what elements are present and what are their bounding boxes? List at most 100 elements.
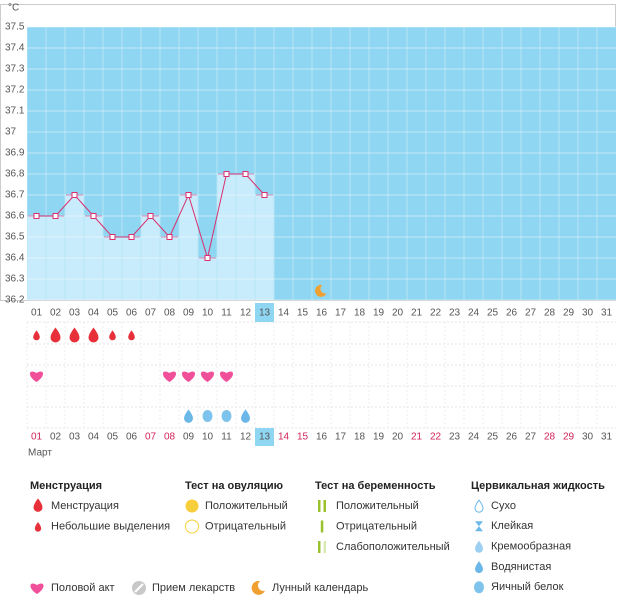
intercourse-mark: [181, 371, 196, 382]
x-tick-label: 31: [601, 308, 613, 319]
date-label: 09: [183, 432, 195, 443]
x-tick-label: 05: [107, 308, 119, 319]
y-tick-label: 36.4: [5, 253, 25, 264]
unit-label: °C: [8, 3, 19, 14]
temperature-bar: [84, 216, 103, 300]
legend-label: Сухо: [491, 500, 516, 512]
date-label: 17: [335, 432, 347, 443]
date-label: 24: [468, 432, 480, 443]
date-label: 08: [164, 432, 176, 443]
x-tick-label: 06: [126, 308, 138, 319]
legend-label: Менструация: [51, 500, 119, 512]
temperature-point: [223, 171, 230, 177]
legend-icon: [134, 583, 144, 593]
y-tick-label: 36.8: [5, 169, 25, 180]
legend-icon: [475, 521, 483, 532]
x-tick-label: 25: [487, 308, 499, 319]
temperature-bar: [103, 237, 122, 300]
temperature-bar: [160, 237, 179, 300]
cervical-mark: [184, 409, 193, 423]
x-tick-label: 24: [468, 308, 480, 319]
legend-icon: [323, 541, 326, 553]
date-label: 13: [259, 432, 271, 443]
date-label: 18: [354, 432, 366, 443]
menstruation-mark: [128, 330, 135, 341]
date-label: 27: [525, 432, 537, 443]
temperature-bar: [255, 195, 274, 300]
legend-icon: [30, 583, 44, 594]
date-label: 21: [411, 432, 423, 443]
temperature-bar: [179, 195, 198, 300]
temperature-point: [90, 213, 97, 219]
legend-icon: [251, 580, 265, 595]
temperature-point: [166, 234, 173, 240]
temperature-point: [204, 255, 211, 261]
month-label: Март: [28, 448, 52, 459]
temperature-bar: [65, 195, 84, 300]
y-tick-label: 37.4: [5, 43, 25, 54]
temperature-point: [261, 192, 268, 198]
y-tick-label: 37.5: [5, 22, 25, 33]
y-tick-label: 37.1: [5, 106, 25, 117]
x-tick-label: 16: [316, 308, 328, 319]
x-tick-label: 01: [31, 308, 43, 319]
date-label: 15: [297, 432, 309, 443]
x-tick-label: 14: [278, 308, 290, 319]
date-label: 07: [145, 432, 157, 443]
y-tick-label: 37: [5, 127, 17, 138]
x-tick-label: 10: [202, 308, 214, 319]
legend-title: Тест на беременность: [315, 480, 436, 492]
date-label: 12: [240, 432, 252, 443]
temperature-bar: [27, 216, 46, 300]
legend-icon: [475, 540, 483, 553]
temperature-point: [52, 213, 59, 219]
x-tick-label: 26: [506, 308, 518, 319]
y-tick-label: 36.9: [5, 148, 25, 159]
x-tick-label: 29: [563, 308, 575, 319]
y-tick-label: 37.2: [5, 85, 25, 96]
x-tick-label: 09: [183, 308, 195, 319]
x-tick-label: 15: [297, 308, 309, 319]
legend-title: Менструация: [30, 480, 102, 492]
x-tick-label: 08: [164, 308, 176, 319]
temperature-point: [242, 171, 249, 177]
legend-icon: [34, 522, 42, 532]
temperature-bar: [236, 174, 255, 300]
temperature-point: [128, 234, 135, 240]
y-tick-label: 37.3: [5, 64, 25, 75]
x-tick-label: 20: [392, 308, 404, 319]
menstruation-mark: [109, 330, 116, 341]
intercourse-mark: [219, 371, 234, 382]
date-label: 22: [430, 432, 442, 443]
temperature-point: [71, 192, 78, 198]
legend-label: Водянистая: [491, 561, 551, 573]
date-label: 06: [126, 432, 138, 443]
legend-title: Цервикальная жидкость: [471, 480, 605, 492]
temperature-bar: [198, 258, 217, 300]
date-label: 04: [88, 432, 100, 443]
legend-label: Положительный: [336, 500, 419, 512]
x-tick-label: 30: [582, 308, 594, 319]
cervical-mark: [202, 410, 213, 422]
menstruation-mark: [33, 330, 40, 341]
date-label: 28: [544, 432, 556, 443]
date-label: 29: [563, 432, 575, 443]
date-label: 30: [582, 432, 594, 443]
date-label: 23: [449, 432, 461, 443]
x-tick-label: 21: [411, 308, 423, 319]
temperature-bar: [141, 216, 160, 300]
legend-label: Клейкая: [491, 520, 533, 532]
x-tick-label: 27: [525, 308, 537, 319]
cervical-mark: [221, 410, 232, 422]
temperature-bar: [122, 237, 141, 300]
legend-label: Небольшие выделения: [51, 520, 170, 532]
legend-icon: [33, 498, 43, 512]
legend-label: Прием лекарств: [152, 582, 235, 594]
legend-icon: [474, 581, 484, 594]
legend-label: Половой акт: [51, 582, 115, 594]
temperature-point: [147, 213, 154, 219]
x-tick-label: 02: [50, 308, 62, 319]
legend-icon: [185, 499, 199, 513]
date-label: 11: [221, 432, 232, 443]
legend-icon: [323, 500, 326, 512]
